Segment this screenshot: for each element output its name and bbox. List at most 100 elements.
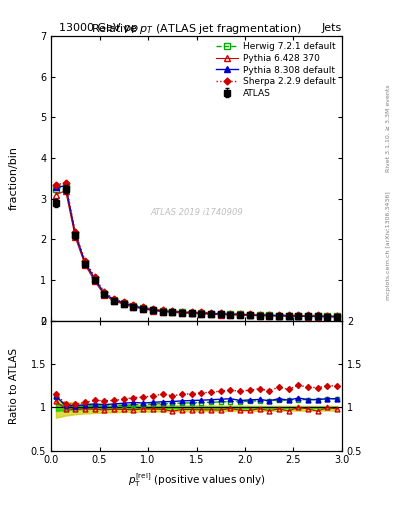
Herwig 7.2.1 default — [306, 313, 310, 319]
Pythia 8.308 default — [325, 313, 330, 319]
Sherpa 2.2.9 default — [238, 311, 242, 317]
Pythia 8.308 default — [238, 311, 242, 317]
Herwig 7.2.1 default — [315, 313, 320, 319]
Pythia 6.428 370 — [102, 292, 107, 298]
Herwig 7.2.1 default — [219, 311, 223, 317]
Pythia 6.428 370 — [73, 234, 78, 241]
Sherpa 2.2.9 default — [277, 312, 281, 318]
Pythia 6.428 370 — [189, 310, 194, 316]
Sherpa 2.2.9 default — [151, 306, 155, 312]
Herwig 7.2.1 default — [325, 313, 330, 319]
Sherpa 2.2.9 default — [180, 309, 184, 315]
Herwig 7.2.1 default — [257, 312, 262, 318]
Pythia 6.428 370 — [277, 313, 281, 319]
Pythia 6.428 370 — [267, 313, 272, 319]
Herwig 7.2.1 default — [335, 313, 340, 319]
Pythia 6.428 370 — [121, 301, 126, 307]
Herwig 7.2.1 default — [102, 291, 107, 297]
Pythia 8.308 default — [209, 310, 213, 316]
Line: Herwig 7.2.1 default: Herwig 7.2.1 default — [53, 184, 340, 319]
Pythia 8.308 default — [63, 183, 68, 189]
Herwig 7.2.1 default — [267, 312, 272, 318]
Herwig 7.2.1 default — [151, 307, 155, 313]
Herwig 7.2.1 default — [228, 311, 233, 317]
Pythia 6.428 370 — [199, 311, 204, 317]
Pythia 6.428 370 — [335, 314, 340, 320]
Sherpa 2.2.9 default — [83, 258, 87, 264]
Herwig 7.2.1 default — [180, 309, 184, 315]
Pythia 8.308 default — [228, 311, 233, 317]
Pythia 6.428 370 — [257, 313, 262, 319]
Pythia 6.428 370 — [286, 313, 291, 319]
Pythia 8.308 default — [121, 300, 126, 306]
Sherpa 2.2.9 default — [131, 302, 136, 308]
Line: Pythia 8.308 default: Pythia 8.308 default — [53, 183, 340, 319]
Herwig 7.2.1 default — [73, 231, 78, 238]
Pythia 6.428 370 — [141, 306, 145, 312]
Pythia 8.308 default — [180, 309, 184, 315]
Pythia 6.428 370 — [228, 312, 233, 318]
Pythia 6.428 370 — [131, 304, 136, 310]
Herwig 7.2.1 default — [83, 260, 87, 266]
Pythia 6.428 370 — [63, 187, 68, 194]
Sherpa 2.2.9 default — [141, 304, 145, 310]
Pythia 8.308 default — [286, 313, 291, 319]
Herwig 7.2.1 default — [238, 311, 242, 317]
Sherpa 2.2.9 default — [315, 312, 320, 318]
Herwig 7.2.1 default — [248, 312, 252, 318]
Sherpa 2.2.9 default — [112, 296, 116, 302]
Herwig 7.2.1 default — [141, 305, 145, 311]
Y-axis label: Ratio to ATLAS: Ratio to ATLAS — [9, 348, 19, 424]
Herwig 7.2.1 default — [112, 297, 116, 303]
Pythia 6.428 370 — [238, 312, 242, 318]
Pythia 6.428 370 — [151, 308, 155, 314]
Pythia 8.308 default — [277, 312, 281, 318]
Herwig 7.2.1 default — [209, 311, 213, 317]
Pythia 6.428 370 — [315, 314, 320, 320]
Text: Rivet 3.1.10, ≥ 3.3M events: Rivet 3.1.10, ≥ 3.3M events — [386, 84, 391, 172]
X-axis label: $p_{\mathrm{T}}^{\mathrm{[rel]}}$ (positive values only): $p_{\mathrm{T}}^{\mathrm{[rel]}}$ (posit… — [127, 471, 266, 489]
Herwig 7.2.1 default — [121, 301, 126, 307]
Pythia 6.428 370 — [219, 312, 223, 318]
Text: 13000 GeV pp: 13000 GeV pp — [59, 23, 138, 33]
Sherpa 2.2.9 default — [335, 313, 340, 319]
Pythia 6.428 370 — [180, 310, 184, 316]
Pythia 6.428 370 — [170, 309, 174, 315]
Sherpa 2.2.9 default — [296, 312, 301, 318]
Y-axis label: fraction/bin: fraction/bin — [9, 146, 19, 210]
Pythia 8.308 default — [112, 297, 116, 303]
Sherpa 2.2.9 default — [209, 310, 213, 316]
Sherpa 2.2.9 default — [257, 311, 262, 317]
Pythia 8.308 default — [131, 303, 136, 309]
Herwig 7.2.1 default — [170, 309, 174, 315]
Pythia 8.308 default — [199, 310, 204, 316]
Text: ATLAS 2019 i1740909: ATLAS 2019 i1740909 — [150, 208, 243, 217]
Pythia 6.428 370 — [160, 309, 165, 315]
Line: Sherpa 2.2.9 default: Sherpa 2.2.9 default — [53, 181, 340, 318]
Title: Relative $p_{T}$ (ATLAS jet fragmentation): Relative $p_{T}$ (ATLAS jet fragmentatio… — [91, 22, 302, 36]
Herwig 7.2.1 default — [131, 303, 136, 309]
Pythia 6.428 370 — [53, 191, 58, 198]
Pythia 8.308 default — [73, 231, 78, 237]
Pythia 8.308 default — [92, 275, 97, 282]
Herwig 7.2.1 default — [53, 185, 58, 191]
Text: Jets: Jets — [321, 23, 342, 33]
Pythia 8.308 default — [141, 305, 145, 311]
Sherpa 2.2.9 default — [267, 312, 272, 318]
Pythia 6.428 370 — [296, 313, 301, 319]
Pythia 8.308 default — [296, 313, 301, 319]
Herwig 7.2.1 default — [160, 308, 165, 314]
Sherpa 2.2.9 default — [102, 289, 107, 295]
Sherpa 2.2.9 default — [219, 310, 223, 316]
Herwig 7.2.1 default — [189, 310, 194, 316]
Pythia 6.428 370 — [306, 313, 310, 319]
Herwig 7.2.1 default — [296, 313, 301, 319]
Pythia 8.308 default — [83, 259, 87, 265]
Pythia 6.428 370 — [325, 314, 330, 320]
Herwig 7.2.1 default — [277, 313, 281, 319]
Line: Pythia 6.428 370: Pythia 6.428 370 — [53, 188, 340, 320]
Pythia 8.308 default — [315, 313, 320, 319]
Pythia 8.308 default — [306, 313, 310, 319]
Legend: Herwig 7.2.1 default, Pythia 6.428 370, Pythia 8.308 default, Sherpa 2.2.9 defau: Herwig 7.2.1 default, Pythia 6.428 370, … — [214, 40, 338, 100]
Herwig 7.2.1 default — [63, 183, 68, 189]
